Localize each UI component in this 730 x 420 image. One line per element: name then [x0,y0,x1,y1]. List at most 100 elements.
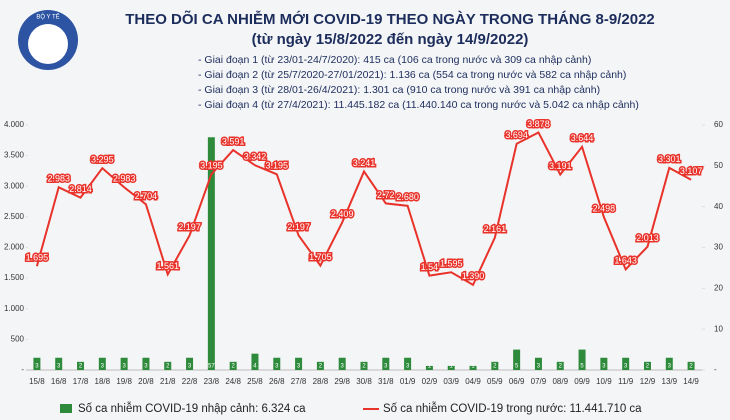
logo-text: BỘ Y TẾ [36,14,59,21]
bar-label: 3 [144,364,148,370]
bar [98,357,106,370]
bar-label: 5 [515,364,519,370]
bar [55,357,63,370]
bar [643,361,651,370]
data-label: 1.390 [462,271,485,281]
chart-title: THEO DÕI CA NHIỄM MỚI COVID-19 THEO NGÀY… [125,10,655,28]
bar-label: 2 [362,364,366,370]
bar-label: 2 [166,364,170,370]
x-tick-label: 27/8 [291,377,307,386]
y-tick-label: 4.000 [4,120,25,129]
data-label: 2.814 [69,184,92,194]
bar [622,357,630,370]
bar [556,361,564,370]
chart-subtitle: (từ ngày 15/8/2022 đến ngày 14/9/2022) [252,31,529,48]
bar-label: 5 [580,364,584,370]
y-tick-label: - [21,365,24,374]
bar [251,353,259,370]
x-tick-label: 29/8 [334,377,350,386]
x-tick-label: 20/8 [138,377,154,386]
data-label: 3.591 [222,136,245,146]
bar [186,357,194,370]
bar-label: 3 [101,364,105,370]
x-tick-label: 03/9 [443,377,459,386]
x-tick-label: 18/8 [95,377,111,386]
bar [665,357,673,370]
bar [33,357,41,370]
data-label: 2.72 [377,190,395,200]
note: - Giai đoạn 4 (từ 27/4/2021): 11.445.182… [198,99,639,111]
data-label: 2.161 [484,224,507,234]
y2-tick-label: 60 [714,120,723,129]
bar [687,361,695,370]
y2-tick-label: - [714,365,717,374]
data-label: 1.54 [421,262,439,272]
bar [142,357,150,370]
bar [425,365,433,370]
bar [273,357,281,370]
data-label: 2.498 [593,203,616,213]
x-tick-label: 13/9 [662,377,678,386]
line [35,131,692,287]
bar [513,349,521,370]
bar-label: 3 [297,364,301,370]
bar [164,361,172,370]
bar-label: 3 [384,364,388,370]
x-tick-label: 25/8 [247,377,263,386]
note: - Giai đoạn 1 (từ 23/01-24/7/2020): 415 … [198,54,591,66]
x-tick-label: 28/8 [313,377,329,386]
note: - Giai đoạn 2 (từ 25/7/2020-27/01/2021):… [198,69,626,81]
data-label: 2.680 [396,192,419,202]
x-tick-label: 21/8 [160,377,176,386]
data-label: 3.195 [200,161,223,171]
x-tick-label: 17/8 [73,377,89,386]
y2-tick-label: 30 [714,243,723,252]
bar-label: 2 [231,364,235,370]
x-tick-label: 10/9 [596,377,612,386]
data-label: 3.191 [549,161,572,171]
bar [447,365,455,370]
x-tick-label: 05/9 [487,377,503,386]
y2-tick-label: 20 [714,283,723,292]
bar-label: 3 [341,364,345,370]
bar-label: 2 [646,364,650,370]
bar-label: 3 [122,364,126,370]
bar-label: 3 [275,364,279,370]
data-label: 1.705 [309,252,332,262]
x-tick-label: 31/8 [378,377,394,386]
bar [360,361,368,370]
data-label: 2.409 [331,209,354,219]
data-label: 3.342 [244,152,267,162]
x-tick-label: 11/9 [618,377,634,386]
bar [316,361,324,370]
bar-label: 4 [253,364,257,370]
x-tick-label: 23/8 [204,377,220,386]
bar-label: 3 [188,364,192,370]
bar [77,361,85,370]
data-label: 2.983 [113,174,136,184]
bar-label: 1 [450,364,454,370]
y2-tick-label: 40 [714,202,723,211]
x-tick-label: 15/8 [29,377,45,386]
bar-label: 3 [602,364,606,370]
bar-label: 1 [471,364,475,370]
x-tick-label: 06/9 [509,377,525,386]
bar [600,357,608,370]
x-tick-label: 02/9 [422,377,438,386]
data-label: 1.695 [26,253,49,263]
x-tick-label: 09/9 [574,377,590,386]
logo-inner [28,24,68,64]
data-label: 3.241 [353,158,376,168]
data-label: 3.644 [571,133,594,143]
bar-label: 2 [689,364,693,370]
legend-swatch [60,404,72,413]
y-tick-label: 2.500 [4,212,25,221]
bar [469,365,477,370]
data-label: 3.107 [680,166,703,176]
data-label: 3.878 [527,119,550,129]
y2-tick-label: 50 [714,161,723,170]
data-label: 1.561 [156,261,179,271]
data-label: 3.295 [91,155,114,165]
